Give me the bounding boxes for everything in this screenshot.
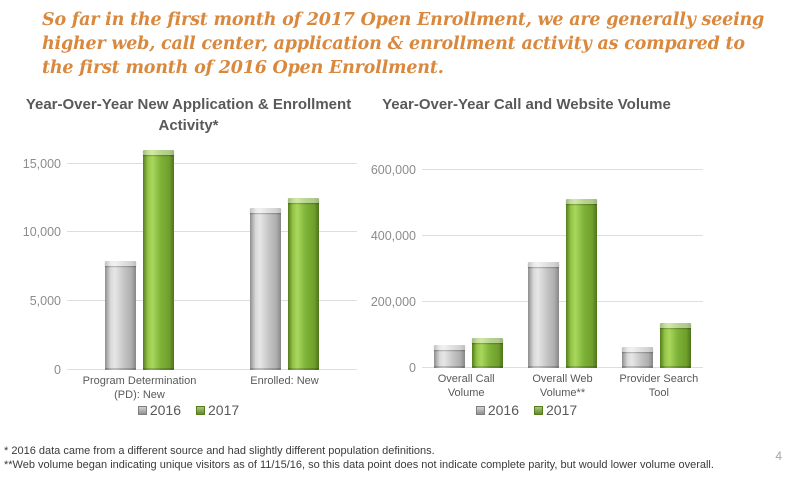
bar-2017: [565, 199, 597, 368]
legend-swatch-icon: [534, 405, 543, 415]
y-tick-label: 200,000: [370, 294, 416, 309]
headline-line: higher web, call center, application & e…: [42, 34, 745, 54]
bar-group: [621, 163, 691, 369]
bar-2016: [250, 207, 281, 371]
bar-groups: [422, 163, 703, 369]
y-tick-label: 600,000: [370, 162, 416, 177]
chart-call-web-volume: Year-Over-Year Call and Website Volume 0…: [350, 90, 703, 435]
y-tick-label: 0: [54, 363, 61, 377]
headline: So far in the first month of 2017 Open E…: [42, 8, 772, 80]
y-tick-label: 15,000: [22, 156, 61, 171]
page-number: 4: [775, 449, 782, 463]
legend: 2016 2017: [20, 402, 357, 418]
legend-label: 2017: [208, 402, 240, 418]
chart-application-enrollment: Year-Over-Year New Application & Enrollm…: [20, 90, 357, 435]
bar-group: [105, 143, 174, 371]
chart-title: Year-Over-Year New Application & Enrollm…: [25, 96, 352, 134]
bar-2017: [472, 338, 504, 368]
legend-swatch-icon: [196, 405, 205, 415]
category-label: Overall Web Volume**: [532, 373, 593, 399]
bar-2016: [105, 261, 136, 370]
plot-area: [67, 143, 357, 371]
bar-2016: [434, 344, 466, 369]
headline-line: So far in the first month of 2017 Open E…: [42, 10, 765, 30]
gridline: [422, 168, 703, 170]
y-tick-label: 10,000: [22, 225, 61, 240]
chart-title: Year-Over-Year Call and Website Volume: [382, 96, 671, 113]
gridline: [422, 234, 703, 236]
legend-label: 2017: [546, 402, 578, 418]
bar-2017: [288, 198, 319, 370]
category-label: Provider Search Tool: [619, 373, 699, 399]
category-label: Enrolled: New: [250, 375, 319, 387]
gridline: [422, 367, 703, 368]
plot-row: 0 5,000 10,000 15,000: [20, 143, 357, 377]
legend-label: 2016: [149, 402, 181, 418]
y-tick-label: 5,000: [29, 294, 61, 309]
legend-label: 2016: [487, 402, 519, 418]
category-label: Overall Call Volume: [437, 373, 495, 399]
bar-group: [434, 163, 504, 369]
category-labels: Program Determination (PD): New Enrolled:…: [67, 374, 357, 402]
y-axis: 0 200,000 400,000 600,000: [350, 162, 422, 375]
bar-2017: [659, 323, 691, 368]
legend-item-2017: 2017: [196, 402, 239, 418]
gridline: [67, 300, 357, 302]
category-labels: Overall Call Volume Overall Web Volume** P…: [418, 372, 707, 400]
plot-area: [422, 163, 703, 369]
legend-swatch-icon: [137, 405, 147, 415]
bar-2016: [621, 346, 653, 369]
gridline: [67, 231, 357, 233]
bar-groups: [67, 143, 357, 371]
legend-swatch-icon: [475, 405, 485, 415]
footnotes: * 2016 data came from a different source…: [4, 444, 744, 472]
legend-item-2017: 2017: [534, 402, 577, 418]
bar-group: [250, 143, 319, 371]
footnote: * 2016 data came from a different source…: [4, 445, 435, 457]
legend-item-2016: 2016: [475, 402, 519, 418]
gridline: [67, 162, 357, 164]
legend-item-2016: 2016: [137, 402, 181, 418]
category-label: Program Determination (PD): New: [82, 375, 197, 401]
plot-row: 0 200,000 400,000 600,000: [350, 162, 703, 375]
bar-2016: [527, 262, 559, 368]
footnote: **Web volume began indicating unique vis…: [4, 459, 714, 471]
headline-line: the first month of 2016 Open Enrollment.: [42, 58, 444, 78]
y-axis: 0 5,000 10,000 15,000: [20, 143, 67, 377]
bar-2017: [143, 149, 174, 371]
y-tick-label: 400,000: [370, 228, 416, 243]
y-tick-label: 0: [409, 361, 416, 375]
gridline: [67, 369, 357, 370]
bar-group: [527, 163, 597, 368]
legend: 2016 2017: [350, 402, 703, 418]
gridline: [422, 300, 703, 302]
